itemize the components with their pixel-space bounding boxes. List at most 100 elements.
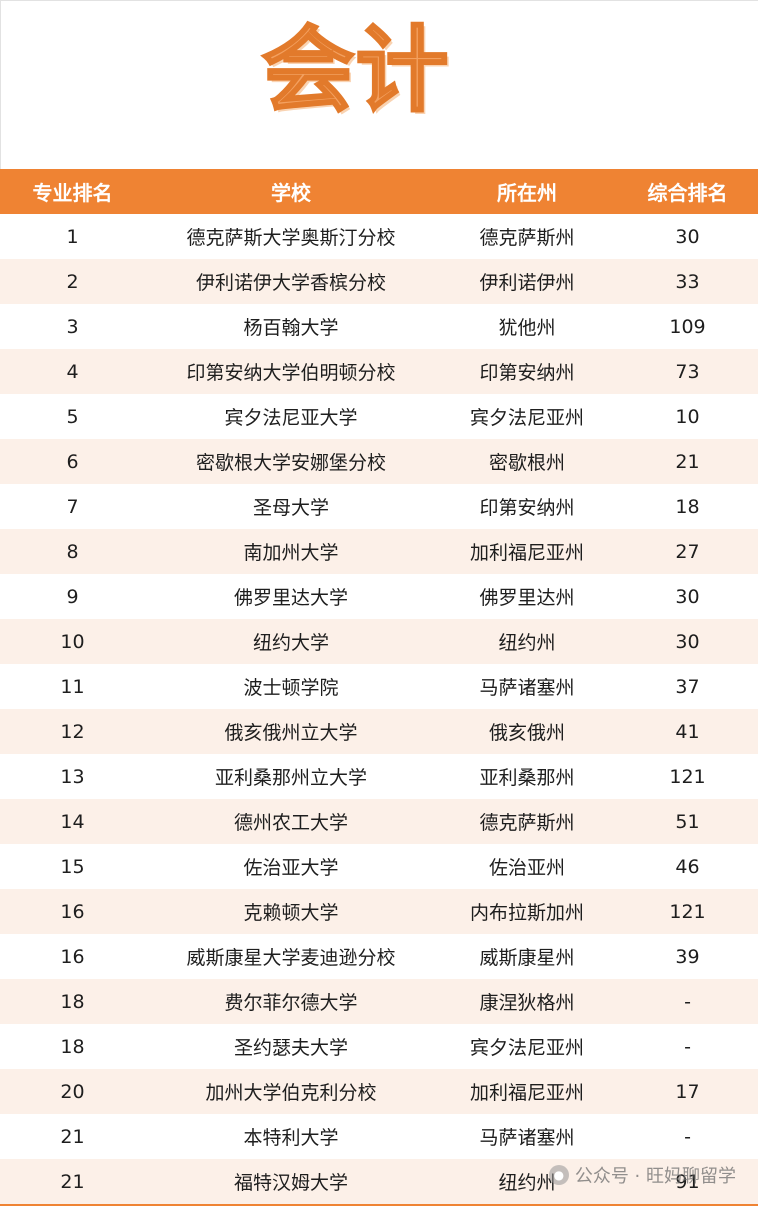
cell-overall-rank: 21 — [617, 439, 758, 484]
cell-state: 佐治亚州 — [437, 844, 617, 889]
cell-school: 佐治亚大学 — [145, 844, 437, 889]
cell-school: 佛罗里达大学 — [145, 574, 437, 619]
cell-school: 克赖顿大学 — [145, 889, 437, 934]
cell-overall-rank: 18 — [617, 484, 758, 529]
cell-major-rank: 2 — [0, 259, 145, 304]
cell-overall-rank: 10 — [617, 394, 758, 439]
cell-state: 德克萨斯州 — [437, 799, 617, 844]
cell-major-rank: 4 — [0, 349, 145, 394]
table-row: 13 亚利桑那州立大学 亚利桑那州 121 — [0, 754, 758, 799]
cell-school: 福特汉姆大学 — [145, 1159, 437, 1206]
cell-school: 本特利大学 — [145, 1114, 437, 1159]
cell-state: 德克萨斯州 — [437, 214, 617, 259]
watermark-text: 公众号 · 旺妈聊留学 — [574, 1166, 736, 1187]
cell-overall-rank: - — [617, 979, 758, 1024]
cell-major-rank: 7 — [0, 484, 145, 529]
cell-state: 宾夕法尼亚州 — [437, 1024, 617, 1069]
cell-overall-rank: 51 — [617, 799, 758, 844]
cell-overall-rank: 121 — [617, 754, 758, 799]
cell-overall-rank: 17 — [617, 1069, 758, 1114]
cell-state: 纽约州 — [437, 619, 617, 664]
table-row: 9 佛罗里达大学 佛罗里达州 30 — [0, 574, 758, 619]
cell-state: 宾夕法尼亚州 — [437, 394, 617, 439]
cell-school: 加州大学伯克利分校 — [145, 1069, 437, 1114]
cell-major-rank: 10 — [0, 619, 145, 664]
table-row: 21 本特利大学 马萨诸塞州 - — [0, 1114, 758, 1159]
cell-major-rank: 3 — [0, 304, 145, 349]
cell-overall-rank: 91 — [617, 1159, 758, 1206]
cell-state: 马萨诸塞州 — [437, 1114, 617, 1159]
table-row: 2 伊利诺伊大学香槟分校 伊利诺伊州 33 — [0, 259, 758, 304]
watermark: ● 公众号 · 旺妈聊留学 — [548, 1162, 736, 1188]
cell-school: 德州农工大学 — [145, 799, 437, 844]
cell-school: 威斯康星大学麦迪逊分校 — [145, 934, 437, 979]
cell-major-rank: 18 — [0, 1024, 145, 1069]
cell-major-rank: 15 — [0, 844, 145, 889]
cell-overall-rank: 121 — [617, 889, 758, 934]
cell-major-rank: 13 — [0, 754, 145, 799]
title-area: 会计 — [0, 0, 760, 169]
cell-state: 纽约州 — [437, 1159, 617, 1206]
table-row: 14 德州农工大学 德克萨斯州 51 — [0, 799, 758, 844]
header-overall-rank: 综合排名 — [617, 169, 758, 214]
cell-school: 亚利桑那州立大学 — [145, 754, 437, 799]
cell-school: 圣约瑟夫大学 — [145, 1024, 437, 1069]
page-title: 会计 — [260, 16, 451, 126]
cell-school: 纽约大学 — [145, 619, 437, 664]
table-row: 7 圣母大学 印第安纳州 18 — [0, 484, 758, 529]
cell-overall-rank: 73 — [617, 349, 758, 394]
cell-school: 杨百翰大学 — [145, 304, 437, 349]
table-row: 8 南加州大学 加利福尼亚州 27 — [0, 529, 758, 574]
table-row: 16 威斯康星大学麦迪逊分校 威斯康星州 39 — [0, 934, 758, 979]
cell-school: 德克萨斯大学奥斯汀分校 — [145, 214, 437, 259]
cell-school: 费尔菲尔德大学 — [145, 979, 437, 1024]
table-row: 10 纽约大学 纽约州 30 — [0, 619, 758, 664]
cell-school: 波士顿学院 — [145, 664, 437, 709]
table-row: 11 波士顿学院 马萨诸塞州 37 — [0, 664, 758, 709]
cell-major-rank: 16 — [0, 889, 145, 934]
cell-overall-rank: 30 — [617, 619, 758, 664]
cell-overall-rank: 109 — [617, 304, 758, 349]
table-row: 3 杨百翰大学 犹他州 109 — [0, 304, 758, 349]
cell-overall-rank: 30 — [617, 214, 758, 259]
cell-overall-rank: 33 — [617, 259, 758, 304]
cell-major-rank: 1 — [0, 214, 145, 259]
header-state: 所在州 — [437, 169, 617, 214]
cell-state: 印第安纳州 — [437, 349, 617, 394]
cell-school: 密歇根大学安娜堡分校 — [145, 439, 437, 484]
cell-major-rank: 21 — [0, 1159, 145, 1206]
header-major-rank: 专业排名 — [0, 169, 145, 214]
cell-state: 印第安纳州 — [437, 484, 617, 529]
table-row: 4 印第安纳大学伯明顿分校 印第安纳州 73 — [0, 349, 758, 394]
table-row: 20 加州大学伯克利分校 加利福尼亚州 17 — [0, 1069, 758, 1114]
cell-state: 亚利桑那州 — [437, 754, 617, 799]
cell-state: 威斯康星州 — [437, 934, 617, 979]
table-row: 5 宾夕法尼亚大学 宾夕法尼亚州 10 — [0, 394, 758, 439]
cell-school: 南加州大学 — [145, 529, 437, 574]
table-row: 15 佐治亚大学 佐治亚州 46 — [0, 844, 758, 889]
cell-school: 宾夕法尼亚大学 — [145, 394, 437, 439]
table-header: 专业排名 学校 所在州 综合排名 — [0, 169, 758, 214]
cell-overall-rank: - — [617, 1114, 758, 1159]
cell-state: 犹他州 — [437, 304, 617, 349]
header-row: 专业排名 学校 所在州 综合排名 — [0, 169, 758, 214]
cell-state: 加利福尼亚州 — [437, 1069, 617, 1114]
cell-major-rank: 12 — [0, 709, 145, 754]
cell-major-rank: 21 — [0, 1114, 145, 1159]
cell-major-rank: 8 — [0, 529, 145, 574]
cell-major-rank: 14 — [0, 799, 145, 844]
table-row: 6 密歇根大学安娜堡分校 密歇根州 21 — [0, 439, 758, 484]
table-row: 21 福特汉姆大学 纽约州 91 — [0, 1159, 758, 1206]
cell-school: 印第安纳大学伯明顿分校 — [145, 349, 437, 394]
table-row: 16 克赖顿大学 内布拉斯加州 121 — [0, 889, 758, 934]
cell-state: 密歇根州 — [437, 439, 617, 484]
cell-overall-rank: 27 — [617, 529, 758, 574]
cell-major-rank: 20 — [0, 1069, 145, 1114]
cell-overall-rank: 30 — [617, 574, 758, 619]
cell-major-rank: 11 — [0, 664, 145, 709]
cell-state: 俄亥俄州 — [437, 709, 617, 754]
ranking-table: 专业排名 学校 所在州 综合排名 1 德克萨斯大学奥斯汀分校 德克萨斯州 30 2 伊利诺… — [0, 169, 758, 1206]
cell-major-rank: 18 — [0, 979, 145, 1024]
cell-major-rank: 5 — [0, 394, 145, 439]
cell-overall-rank: 46 — [617, 844, 758, 889]
